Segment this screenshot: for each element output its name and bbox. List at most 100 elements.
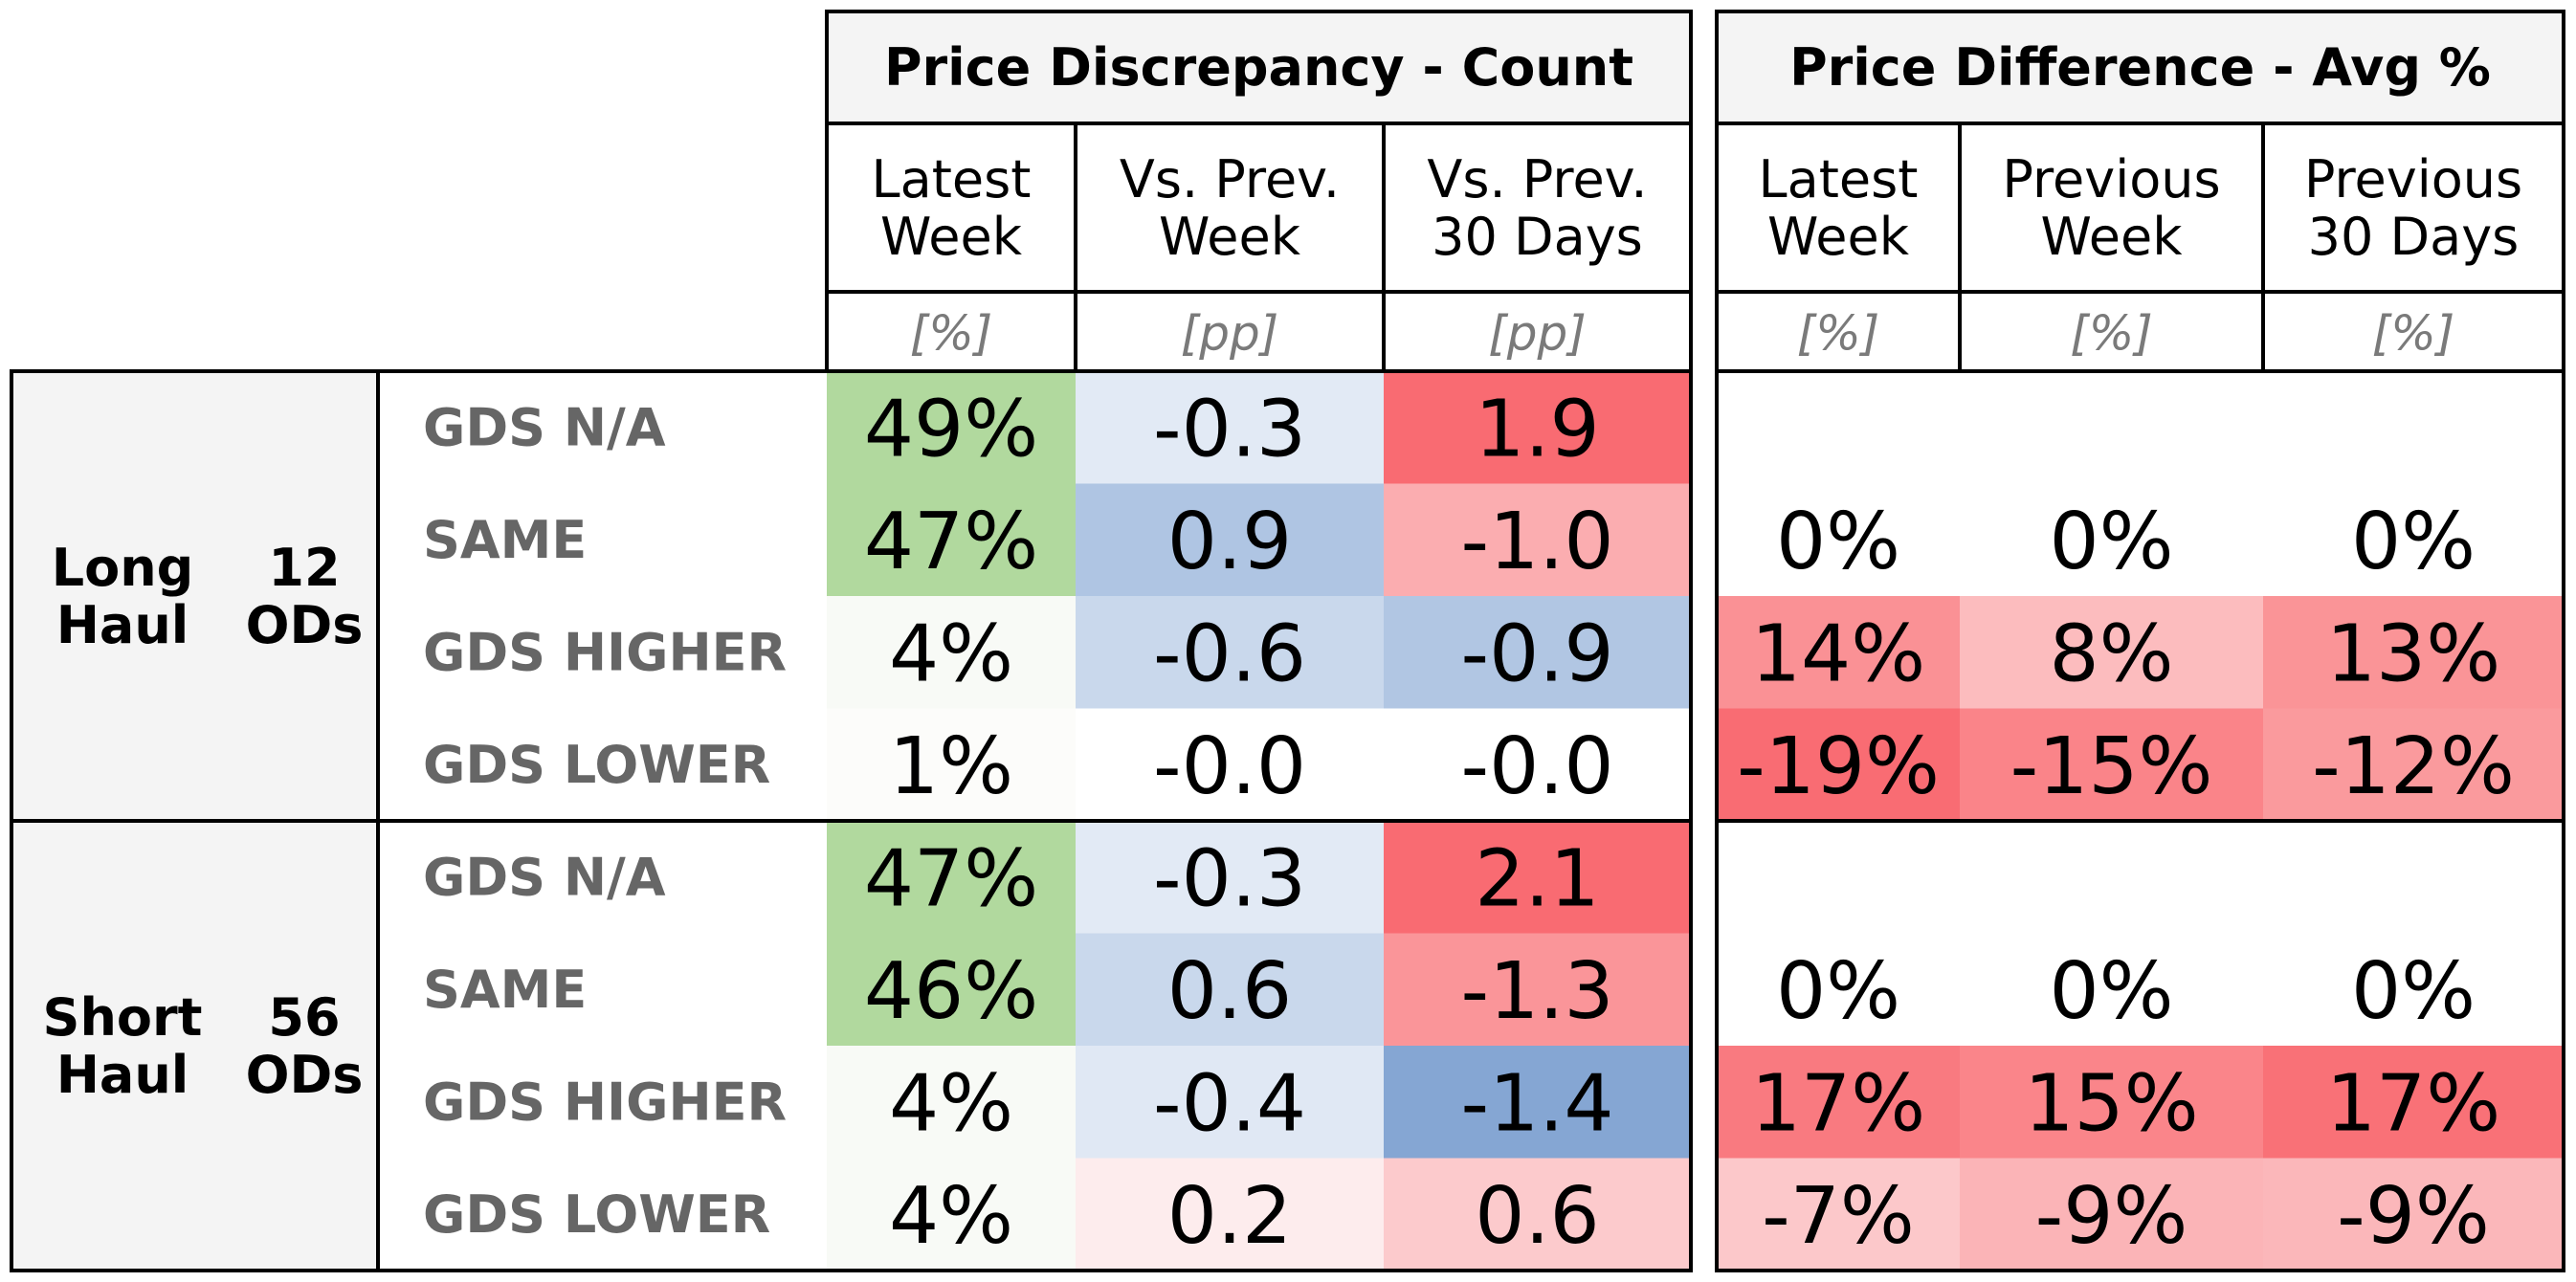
data-cell-bg [827, 708, 1076, 821]
data-cell-value: -0.3 [1153, 384, 1306, 475]
section-title: Price Difference - Avg % [1789, 37, 2491, 98]
data-cell-bg [1384, 483, 1691, 596]
column-header-line: Week [2041, 207, 2184, 267]
data-cell-bg [1717, 708, 1960, 821]
data-cell-value: 4% [889, 608, 1013, 699]
data-cell-bg [2263, 708, 2564, 821]
section-border [1715, 819, 2565, 1272]
data-cell-bg [827, 1046, 1076, 1159]
data-cell-bg [1384, 596, 1691, 709]
data-cell-bg [1076, 1046, 1384, 1159]
data-cell-value: -7% [1762, 1171, 1915, 1262]
data-cell-value: -0.0 [1461, 721, 1614, 812]
row-label: GDS LOWER [423, 735, 770, 795]
data-cell-bg [1384, 1046, 1691, 1159]
data-cell-value: 1% [889, 721, 1013, 812]
data-cell-value: 17% [1751, 1058, 1925, 1149]
data-cell-bg [1076, 821, 1384, 934]
group-name-line: Haul [56, 1045, 189, 1105]
row-label: GDS HIGHER [423, 622, 787, 682]
group-name: Short Haul [43, 987, 203, 1105]
data-cell-value: 49% [864, 384, 1038, 475]
data-cell-value: -19% [1737, 721, 1940, 812]
data-cell-value: 0.9 [1167, 497, 1292, 587]
data-cell-bg [1384, 1158, 1691, 1271]
group-od-count-line: ODs [246, 1045, 364, 1105]
column-unit: [pp] [1181, 306, 1279, 362]
data-cell-bg [2263, 371, 2564, 484]
data-cell-value: 2.1 [1475, 833, 1599, 924]
data-cell-value: 0% [1776, 497, 1900, 587]
group-name: Long Haul [52, 538, 194, 655]
data-cell-bg [1384, 708, 1691, 821]
data-cell-value: -0.6 [1153, 608, 1306, 699]
data-cell-bg [2263, 1046, 2564, 1159]
column-header-line: Vs. Prev. [1427, 149, 1647, 210]
column-header-line: Previous [2002, 149, 2220, 210]
group-name-line: Long [52, 538, 194, 598]
column-header-line: Latest [1759, 149, 1919, 210]
group-border [10, 819, 1693, 1272]
column-header-line: Previous [2304, 149, 2522, 210]
group-name-line: Haul [56, 595, 189, 655]
data-cell-value: 0% [1776, 946, 1900, 1037]
data-cell-bg [1076, 1158, 1384, 1271]
data-cell-bg [827, 596, 1076, 709]
group-od-count: 56 ODs [246, 987, 364, 1105]
data-cell-value: -9% [2035, 1171, 2188, 1262]
data-cell-value: 4% [889, 1058, 1013, 1149]
group-od-count-line: ODs [246, 595, 364, 655]
column-header-line: Week [1767, 207, 1910, 267]
data-cell-value: -0.3 [1153, 833, 1306, 924]
data-cell-bg [1717, 371, 1960, 484]
data-cell-bg [2263, 933, 2564, 1046]
data-cell-value: 13% [2326, 608, 2500, 699]
column-unit: [%] [2372, 306, 2455, 362]
data-cell-bg [1960, 821, 2263, 934]
group-od-count-line: 56 [268, 987, 340, 1048]
data-cell-bg [1384, 371, 1691, 484]
row-label: GDS N/A [423, 847, 666, 907]
column-header: Latest Week [872, 149, 1032, 267]
data-cell-bg [2263, 821, 2564, 934]
data-cell-bg [827, 933, 1076, 1046]
section-title-bg [825, 10, 1693, 125]
data-cell-value: -9% [2337, 1171, 2490, 1262]
column-unit: [%] [1797, 306, 1880, 362]
section-header-bg [825, 122, 1693, 373]
data-cell-bg [1384, 933, 1691, 1046]
data-cell-value: 46% [864, 946, 1038, 1037]
data-cell-bg [1960, 596, 2263, 709]
column-header-line: Week [1159, 207, 1301, 267]
data-cell-value: 47% [864, 497, 1038, 587]
column-header-line: Week [880, 207, 1023, 267]
data-cell-bg [1717, 821, 1960, 934]
row-label: GDS N/A [423, 397, 666, 457]
data-cell-bg [1076, 596, 1384, 709]
data-cell-bg [827, 371, 1076, 484]
data-cell-value: 8% [2049, 608, 2173, 699]
column-header: Vs. Prev. Week [1120, 149, 1340, 267]
row-label: SAME [423, 510, 587, 570]
column-unit: [%] [2070, 306, 2153, 362]
data-cell-value: 0% [2351, 497, 2476, 587]
data-cell-bg [1960, 483, 2263, 596]
column-unit: [pp] [1488, 306, 1587, 362]
data-cell-value: -1.4 [1461, 1058, 1614, 1149]
data-cell-bg [1960, 1046, 2263, 1159]
data-cell-value: 17% [2326, 1058, 2500, 1149]
data-cell-bg [827, 821, 1076, 934]
data-cell-bg [827, 1158, 1076, 1271]
data-cell-bg [1717, 596, 1960, 709]
data-cell-bg [827, 483, 1076, 596]
group-cell [11, 371, 378, 821]
data-cell-value: 0% [2049, 946, 2173, 1037]
section-title: Price Discrepancy - Count [884, 37, 1633, 98]
data-cell-bg [2263, 483, 2564, 596]
group-name-line: Short [43, 987, 203, 1048]
column-header-line: Vs. Prev. [1120, 149, 1340, 210]
data-cell-value: 0% [2049, 497, 2173, 587]
data-cell-bg [1076, 483, 1384, 596]
data-cell-value: -12% [2312, 721, 2515, 812]
data-cell-bg [1960, 708, 2263, 821]
